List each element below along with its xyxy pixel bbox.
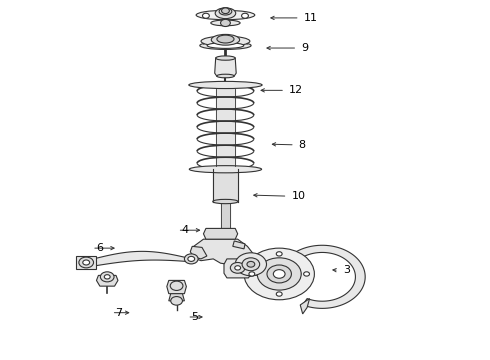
Ellipse shape <box>189 166 262 173</box>
Ellipse shape <box>249 272 255 276</box>
Polygon shape <box>233 241 245 249</box>
Ellipse shape <box>100 272 114 282</box>
Ellipse shape <box>276 292 282 296</box>
Ellipse shape <box>242 258 260 271</box>
Text: 6: 6 <box>96 243 103 253</box>
Ellipse shape <box>211 35 240 45</box>
Ellipse shape <box>247 261 255 267</box>
Polygon shape <box>191 239 265 277</box>
Ellipse shape <box>83 260 90 265</box>
Text: 4: 4 <box>181 225 189 235</box>
Ellipse shape <box>244 248 315 300</box>
Polygon shape <box>94 251 191 266</box>
Ellipse shape <box>79 257 94 268</box>
Ellipse shape <box>171 297 182 305</box>
Ellipse shape <box>219 8 232 15</box>
Ellipse shape <box>211 20 240 26</box>
Text: 10: 10 <box>292 191 305 201</box>
Ellipse shape <box>235 266 241 270</box>
Polygon shape <box>284 245 365 309</box>
Ellipse shape <box>170 281 183 291</box>
Polygon shape <box>97 275 118 286</box>
Ellipse shape <box>217 74 234 78</box>
Ellipse shape <box>202 13 209 18</box>
Ellipse shape <box>267 265 292 283</box>
Polygon shape <box>300 298 310 314</box>
Polygon shape <box>167 280 186 294</box>
Polygon shape <box>224 259 251 278</box>
Polygon shape <box>76 256 96 269</box>
Ellipse shape <box>196 10 255 20</box>
Text: 11: 11 <box>304 13 318 23</box>
Ellipse shape <box>207 42 244 48</box>
Ellipse shape <box>257 258 301 290</box>
Text: 8: 8 <box>299 140 306 150</box>
Ellipse shape <box>230 262 245 273</box>
Ellipse shape <box>184 254 198 264</box>
Ellipse shape <box>104 275 110 279</box>
Ellipse shape <box>235 253 267 276</box>
Ellipse shape <box>215 8 236 19</box>
Text: 1: 1 <box>250 263 257 273</box>
Ellipse shape <box>221 8 229 14</box>
Ellipse shape <box>201 36 250 46</box>
Text: 7: 7 <box>116 308 122 318</box>
Polygon shape <box>190 246 207 259</box>
Ellipse shape <box>200 41 251 49</box>
Polygon shape <box>203 228 238 239</box>
Polygon shape <box>169 294 184 301</box>
Ellipse shape <box>242 13 248 18</box>
Ellipse shape <box>276 252 282 256</box>
Ellipse shape <box>188 256 195 261</box>
Ellipse shape <box>273 270 285 278</box>
Ellipse shape <box>217 35 234 43</box>
Text: 12: 12 <box>289 85 303 95</box>
Text: 2: 2 <box>292 268 298 278</box>
Ellipse shape <box>213 199 238 204</box>
Ellipse shape <box>220 19 230 27</box>
Text: 5: 5 <box>191 312 198 322</box>
Ellipse shape <box>304 272 310 276</box>
Ellipse shape <box>216 56 235 60</box>
Text: 3: 3 <box>343 265 350 275</box>
Text: 9: 9 <box>301 43 308 53</box>
Ellipse shape <box>189 81 262 89</box>
Polygon shape <box>215 58 236 76</box>
